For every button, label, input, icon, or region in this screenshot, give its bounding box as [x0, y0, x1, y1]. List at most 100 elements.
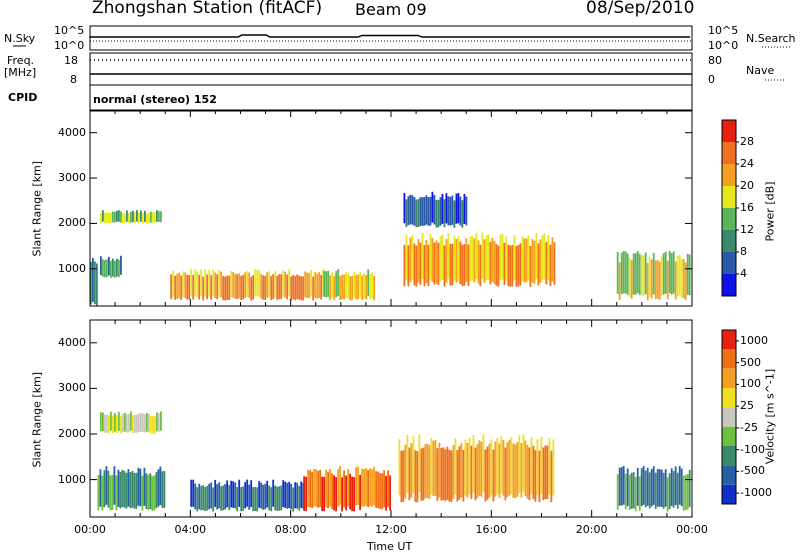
echo-cell — [447, 196, 450, 226]
echo-cell — [528, 447, 531, 501]
echo-cell — [302, 276, 305, 301]
colorbar-cell — [722, 349, 736, 369]
echo-cell — [122, 213, 124, 224]
echo-cell — [425, 240, 428, 284]
echo-cell — [108, 212, 110, 224]
echo-cell — [325, 469, 327, 507]
echo-cell — [118, 210, 120, 222]
echo-cell — [412, 436, 415, 494]
nsearch-exp-low: 10^0 — [708, 39, 739, 52]
echo-cell — [367, 470, 369, 508]
echo-cell — [353, 477, 355, 512]
echo-cell — [536, 439, 539, 496]
colorbar-tick-label: -1000 — [740, 486, 772, 500]
echo-cell — [126, 414, 128, 433]
echo-cell — [419, 197, 422, 226]
echo-cell — [216, 484, 219, 510]
echo-cell — [441, 234, 444, 280]
echo-cell — [272, 479, 275, 507]
echo-cell — [632, 472, 635, 509]
echo-cell — [678, 466, 681, 505]
colorbar-tick-label: 500 — [740, 355, 761, 369]
echo-cell — [425, 195, 428, 225]
echo-cell — [127, 469, 130, 507]
echo-cell — [638, 253, 641, 295]
echo-cell — [656, 260, 659, 299]
echo-cell — [662, 472, 665, 509]
echo-cell — [460, 442, 463, 498]
echo-cell — [357, 274, 360, 300]
nsky-panel-frame — [89, 25, 693, 51]
date-label: 08/Sep/2010 — [586, 0, 695, 18]
echo-cell — [546, 445, 549, 500]
echo-cell — [296, 274, 299, 300]
echo-cell — [226, 275, 229, 300]
echo-cell — [522, 434, 525, 493]
echo-cell — [194, 483, 197, 510]
velocity-ylabel: Slant Range [km] — [30, 371, 44, 468]
colorbar-tick-label: 25 — [740, 399, 754, 413]
echo-cell — [676, 255, 679, 297]
echo-cell — [439, 197, 442, 226]
echo-cell — [534, 450, 537, 502]
echo-cell — [420, 448, 423, 501]
echo-cell — [517, 245, 520, 287]
echo-cell — [130, 411, 132, 431]
echo-cell — [163, 471, 166, 508]
colorbar-cell — [722, 330, 736, 350]
echo-cell — [252, 487, 255, 512]
echo-cell — [176, 273, 179, 299]
echo-cell — [507, 244, 510, 287]
echo-cell — [305, 476, 307, 512]
echo-cell — [468, 437, 471, 495]
echo-cell — [278, 274, 281, 300]
echo-cell — [524, 440, 527, 496]
echo-cell — [137, 467, 140, 506]
echo-cell — [298, 485, 301, 511]
echo-cell — [618, 262, 621, 301]
colorbar-tick-label: 1000 — [740, 333, 768, 347]
echo-cell — [234, 273, 237, 299]
echo-cell — [309, 470, 311, 508]
echo-cell — [646, 263, 649, 301]
echo-cell — [274, 271, 277, 298]
echo-cell — [688, 254, 691, 296]
echo-cell — [184, 272, 187, 298]
echo-cell — [248, 272, 251, 298]
echo-cell — [371, 469, 373, 507]
echo-cell — [264, 275, 267, 300]
echo-cell — [306, 272, 309, 299]
colorbar-cell — [722, 484, 736, 504]
y-tick-label: 1000 — [58, 261, 86, 275]
echo-cell — [246, 479, 249, 507]
echo-cell — [400, 450, 403, 503]
echo-cell — [411, 195, 414, 225]
colorbar-cell — [722, 120, 736, 142]
echo-cell — [130, 211, 132, 223]
echo-cell — [152, 415, 154, 434]
echo-cell — [628, 474, 631, 510]
echo-cell — [650, 259, 653, 299]
echo-cell — [115, 475, 118, 511]
colorbar-tick-label: 12 — [740, 223, 754, 236]
echo-cell — [634, 253, 637, 295]
echo-cell — [549, 244, 552, 286]
echo-cell — [282, 270, 285, 297]
echo-cell — [222, 276, 225, 301]
echo-cell — [500, 435, 503, 494]
echo-cell — [351, 275, 354, 301]
echo-cell — [126, 210, 128, 222]
echo-cell — [268, 485, 271, 511]
echo-cell — [244, 272, 247, 298]
echo-cell — [654, 472, 657, 509]
colorbar-cell — [722, 186, 736, 208]
echo-cell — [329, 275, 332, 300]
echo-cell — [339, 466, 341, 505]
echo-cell — [315, 469, 317, 507]
echo-cell — [290, 276, 293, 301]
colorbar-tick-label: 16 — [740, 201, 754, 214]
echo-cell — [620, 252, 623, 295]
echo-cell — [182, 271, 185, 298]
echo-cell — [117, 469, 120, 507]
echo-cell — [206, 274, 209, 300]
